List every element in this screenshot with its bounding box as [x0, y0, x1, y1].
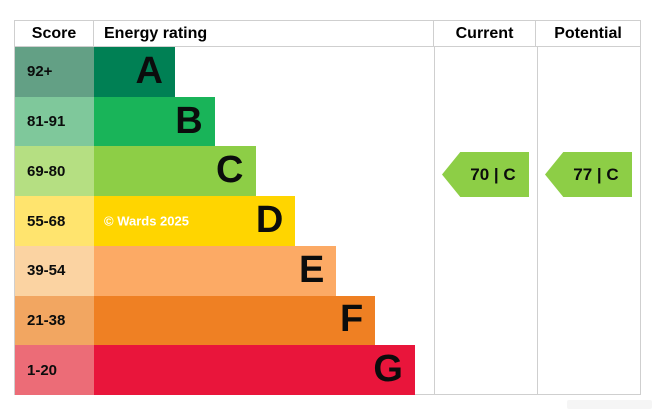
band-row-g: 1-20 G: [15, 345, 434, 396]
score-range-b: 81-91: [15, 96, 94, 147]
bands-column: 92+ A 81-91 B 69-80 C 55-68 © Wards 2025 D 39-54 E…: [15, 47, 434, 396]
score-range-c: 69-80: [15, 146, 94, 197]
score-range-e: 39-54: [15, 245, 94, 296]
band-row-d: 55-68 © Wards 2025 D: [15, 196, 434, 246]
potential-rating-value: 77 | C: [573, 164, 619, 184]
header-current: Current: [434, 21, 536, 46]
rating-area-g: G: [94, 345, 434, 396]
epc-body: 92+ A 81-91 B 69-80 C 55-68 © Wards 2025 D 39-54 E…: [15, 47, 640, 396]
current-rating-value: 70 | C: [470, 164, 516, 184]
band-letter-d: D: [255, 199, 284, 242]
band-letter-e: E: [299, 248, 325, 291]
band-letter-b: B: [175, 99, 203, 142]
epc-chart: Score Energy rating Current Potential 92…: [14, 20, 641, 396]
header-score: Score: [15, 21, 94, 46]
header-potential: Potential: [554, 25, 622, 42]
score-range-f: 21-38: [15, 295, 94, 346]
wards-copyright-watermark: © Wards 2025: [104, 213, 189, 229]
score-range-g: 1-20: [15, 345, 94, 396]
band-bar-f: F: [94, 295, 376, 346]
rating-area-f: F: [94, 295, 434, 346]
band-letter-a: A: [135, 49, 163, 92]
band-row-a: 92+ A: [15, 47, 434, 97]
rating-area-e: E: [94, 245, 434, 296]
band-letter-c: C: [216, 149, 244, 192]
band-row-b: 81-91 B: [15, 96, 434, 147]
band-bar-g: G: [94, 345, 415, 396]
faint-logo-watermark: [567, 400, 652, 409]
band-bar-a: A: [94, 47, 175, 97]
current-column: 70 | C: [434, 47, 537, 395]
band-letter-f: F: [339, 298, 364, 341]
band-row-c: 69-80 C: [15, 146, 434, 197]
rating-area-b: B: [94, 96, 434, 147]
band-bar-b: B: [94, 96, 215, 147]
band-letter-g: G: [373, 348, 403, 391]
band-bar-c: C: [94, 146, 256, 197]
rating-area-c: C: [94, 146, 434, 197]
score-range-a: 92+: [15, 47, 94, 97]
rating-area-a: A: [94, 47, 434, 97]
score-range-d: 55-68: [15, 196, 94, 246]
epc-header-row: Score Energy rating Current Potential: [15, 21, 640, 47]
band-row-f: 21-38 F: [15, 295, 434, 346]
rating-area-d: © Wards 2025 D: [94, 196, 434, 246]
potential-rating-arrow: 77 | C: [545, 152, 632, 197]
current-rating-arrow: 70 | C: [442, 152, 529, 197]
header-energy-rating: Energy rating: [94, 21, 434, 46]
band-bar-e: E: [94, 245, 337, 296]
band-row-e: 39-54 E: [15, 245, 434, 296]
potential-column: 77 | C: [537, 47, 640, 395]
band-bar-d: © Wards 2025 D: [94, 196, 296, 246]
